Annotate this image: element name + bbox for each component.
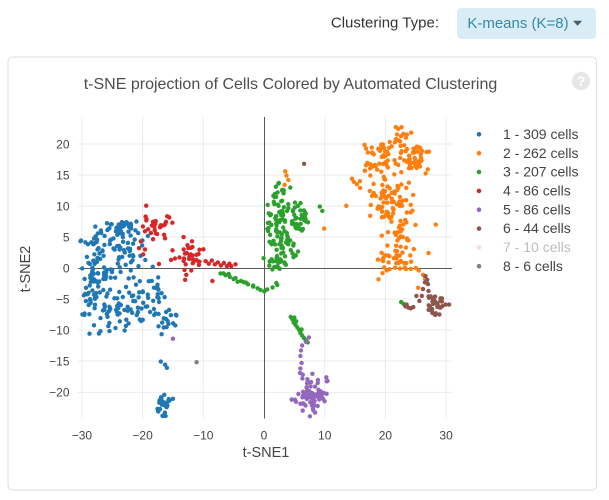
svg-text:0: 0	[261, 429, 268, 443]
svg-text:7 - 10 cells: 7 - 10 cells	[503, 239, 571, 255]
svg-text:20: 20	[56, 137, 70, 151]
svg-text:−20: −20	[132, 429, 153, 443]
svg-text:?: ?	[577, 73, 586, 89]
svg-text:20: 20	[379, 429, 393, 443]
svg-text:2 - 262 cells: 2 - 262 cells	[503, 145, 578, 161]
svg-text:30: 30	[439, 429, 453, 443]
svg-text:−30: −30	[72, 429, 93, 443]
svg-text:10: 10	[56, 199, 70, 213]
svg-text:6 - 44 cells: 6 - 44 cells	[503, 220, 571, 236]
svg-text:1 - 309 cells: 1 - 309 cells	[503, 126, 578, 142]
svg-text:−5: −5	[56, 292, 70, 306]
svg-text:3 - 207 cells: 3 - 207 cells	[503, 164, 578, 180]
svg-text:8 - 6 cells: 8 - 6 cells	[503, 258, 563, 274]
svg-text:−20: −20	[49, 386, 70, 400]
svg-text:K-means (K=8): K-means (K=8)	[467, 15, 568, 32]
svg-text:Clustering Type:: Clustering Type:	[331, 15, 439, 32]
svg-text:t-SNE2: t-SNE2	[18, 246, 34, 293]
svg-text:15: 15	[56, 168, 70, 182]
svg-text:5: 5	[63, 230, 70, 244]
svg-text:t-SNE projection of Cells Colo: t-SNE projection of Cells Colored by Aut…	[84, 76, 498, 93]
svg-text:−15: −15	[49, 354, 70, 368]
svg-text:5 - 86 cells: 5 - 86 cells	[503, 201, 571, 217]
svg-text:−10: −10	[193, 429, 214, 443]
svg-text:4 - 86 cells: 4 - 86 cells	[503, 183, 571, 199]
svg-text:t-SNE1: t-SNE1	[243, 445, 290, 461]
svg-text:0: 0	[63, 261, 70, 275]
svg-text:10: 10	[318, 429, 332, 443]
svg-text:−10: −10	[49, 323, 70, 337]
